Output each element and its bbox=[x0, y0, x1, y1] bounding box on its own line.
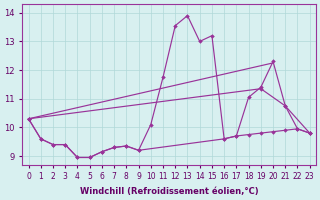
X-axis label: Windchill (Refroidissement éolien,°C): Windchill (Refroidissement éolien,°C) bbox=[80, 187, 259, 196]
